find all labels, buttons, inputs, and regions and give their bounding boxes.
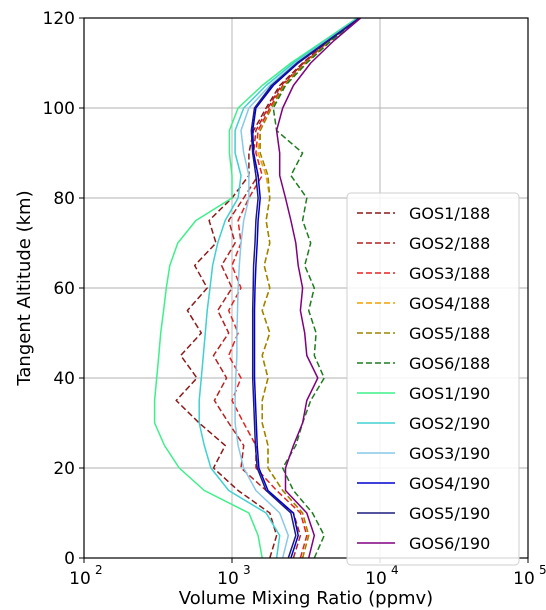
legend-label: GOS1/188: [409, 204, 490, 223]
series-line-gos2-190: [198, 17, 359, 559]
y-tick-label: 60: [53, 279, 75, 299]
x-tick-label: 10: [365, 569, 387, 589]
x-tick-exponent: 5: [539, 563, 546, 577]
legend: GOS1/188 GOS2/188 GOS3/188 GOS4/188 GOS5/188…: [346, 192, 520, 566]
y-tick-label: 100: [43, 99, 75, 119]
legend-label: GOS4/190: [409, 474, 490, 493]
y-tick-label: 40: [53, 369, 75, 389]
series-line-gos5-188: [259, 17, 359, 559]
x-tick-exponent: 3: [243, 563, 251, 577]
x-tick-exponent: 2: [95, 563, 103, 577]
legend-label: GOS5/190: [409, 504, 490, 523]
series-line-gos4-190: [251, 17, 361, 559]
legend-label: GOS6/188: [409, 354, 490, 373]
legend-label: GOS6/190: [409, 534, 490, 553]
legend-label: GOS3/188: [409, 264, 490, 283]
legend-label: GOS2/190: [409, 414, 490, 433]
y-axis-ticks: 0 20 40 60 80 100 120: [43, 9, 84, 569]
y-tick-label: 20: [53, 459, 75, 479]
x-axis-label: Volume Mixing Ratio (ppmv): [179, 588, 433, 609]
y-tick-label: 80: [53, 189, 75, 209]
legend-label: GOS5/188: [409, 324, 490, 343]
series-line-gos3-190: [234, 17, 360, 559]
x-axis-ticks: 10 2 10 3 10 4 10 5: [69, 558, 546, 589]
series-line-gos1-188: [175, 17, 358, 559]
series-layer: [153, 17, 362, 559]
y-tick-label: 120: [43, 9, 75, 29]
legend-label: GOS4/188: [409, 294, 490, 313]
y-axis-label: Tangent Altitude (km): [14, 190, 35, 386]
series-line-gos6-188: [272, 17, 360, 559]
x-tick-exponent: 4: [391, 563, 399, 577]
y-tick-label: 0: [64, 549, 75, 569]
legend-box: [346, 192, 520, 566]
series-line-gos2-188: [212, 17, 358, 559]
series-line-gos6-190: [275, 17, 362, 559]
legend-label: GOS1/190: [409, 384, 490, 403]
series-line-gos3-188: [227, 17, 359, 559]
series-line-gos5-190: [250, 17, 360, 559]
x-tick-label: 10: [513, 569, 535, 589]
series-line-gos1-190: [153, 17, 358, 559]
legend-label: GOS3/190: [409, 444, 490, 463]
x-tick-label: 10: [69, 569, 91, 589]
legend-label: GOS2/188: [409, 234, 490, 253]
x-tick-label: 10: [217, 569, 239, 589]
